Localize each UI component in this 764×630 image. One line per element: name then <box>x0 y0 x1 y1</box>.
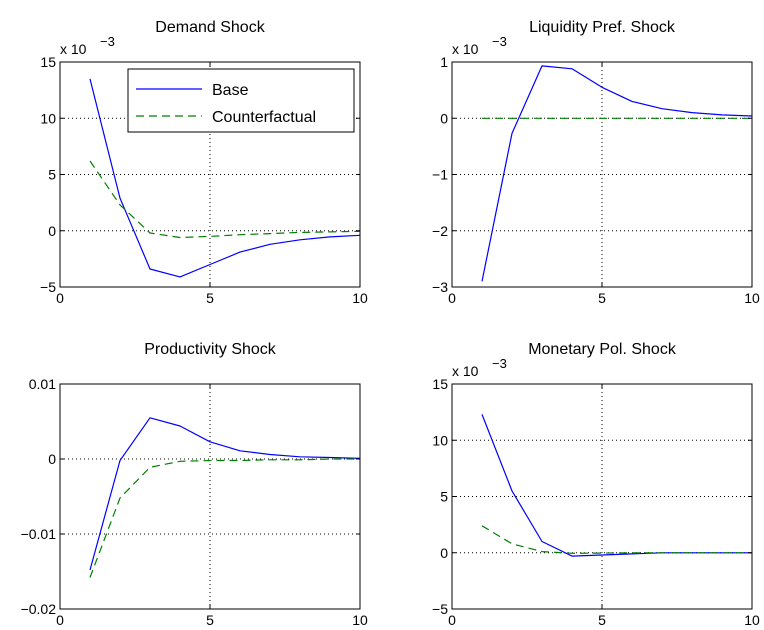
y-tick-label: 0 <box>440 110 448 126</box>
chart-title: Demand Shock <box>155 19 265 36</box>
panel-liquidity-pref-shock: Liquidity Pref. Shock 0 5 10 −3 −2 −1 0 1x 10 −3 <box>432 19 760 306</box>
y-tick-label: 5 <box>48 167 56 183</box>
x-tick-label: 5 <box>598 612 606 628</box>
y-tick-label: −1 <box>432 167 448 183</box>
axis-scale-exponent: −3 <box>100 34 115 49</box>
series-line-base <box>481 65 753 282</box>
x-tick-label: 10 <box>744 612 760 628</box>
y-tick-label: 10 <box>432 432 448 448</box>
series-line-base <box>481 414 752 557</box>
x-tick-label: 5 <box>206 612 214 628</box>
grid <box>452 384 752 609</box>
x-tick-label: 10 <box>352 612 368 628</box>
y-tick-label: 0 <box>48 223 56 239</box>
legend-box <box>127 68 355 133</box>
x-tick-label: 0 <box>56 612 64 628</box>
x-tick-label: 10 <box>744 290 760 306</box>
y-tick-label: −2 <box>432 223 448 239</box>
series-line-base <box>89 417 361 571</box>
y-tick-label: 0.01 <box>29 376 56 392</box>
series-line-counterfactual <box>89 160 361 239</box>
y-tick-label: 0 <box>48 451 56 467</box>
x-tick-label: 5 <box>598 290 606 306</box>
y-tick-label: 5 <box>440 489 448 505</box>
y-tick-label: 0 <box>440 545 448 561</box>
y-tick-label: 1 <box>440 54 448 70</box>
y-tick-label: −0.01 <box>21 526 57 542</box>
y-tick-label: −3 <box>432 279 448 295</box>
legend-entry: Base <box>212 82 249 99</box>
chart-title: Monetary Pol. Shock <box>528 341 677 358</box>
axis-scale-exponent: −3 <box>492 34 507 49</box>
x-tick-label: 0 <box>448 290 456 306</box>
grid <box>60 62 360 287</box>
axis-scale-label: x 10 <box>452 41 479 57</box>
chart-title: Liquidity Pref. Shock <box>529 19 676 36</box>
y-tick-label: 10 <box>40 110 56 126</box>
legend-entry: Counterfactual <box>212 109 316 126</box>
axis-scale-exponent: −3 <box>492 356 507 371</box>
y-tick-label: −5 <box>432 601 448 617</box>
y-tick-label: −0.02 <box>21 601 57 617</box>
chart-title: Productivity Shock <box>144 341 277 358</box>
axis-scale-label: x 10 <box>452 363 479 379</box>
x-tick-label: 5 <box>206 290 214 306</box>
legend: Base Counterfactual <box>127 68 355 133</box>
x-tick-label: 0 <box>448 612 456 628</box>
panel-productivity-shock: Productivity Shock 0 5 10 −0.02 −0.01 0 0.01 <box>21 341 368 628</box>
y-tick-label: 15 <box>40 54 56 70</box>
y-tick-label: 15 <box>432 376 448 392</box>
grid <box>452 62 752 287</box>
x-tick-label: 10 <box>352 290 368 306</box>
series-line-counterfactual <box>89 458 360 578</box>
axis-scale-label: x 10 <box>60 41 87 57</box>
grid <box>60 384 360 609</box>
y-tick-label: −5 <box>40 279 56 295</box>
x-tick-label: 0 <box>56 290 64 306</box>
series-line-base <box>89 78 361 278</box>
